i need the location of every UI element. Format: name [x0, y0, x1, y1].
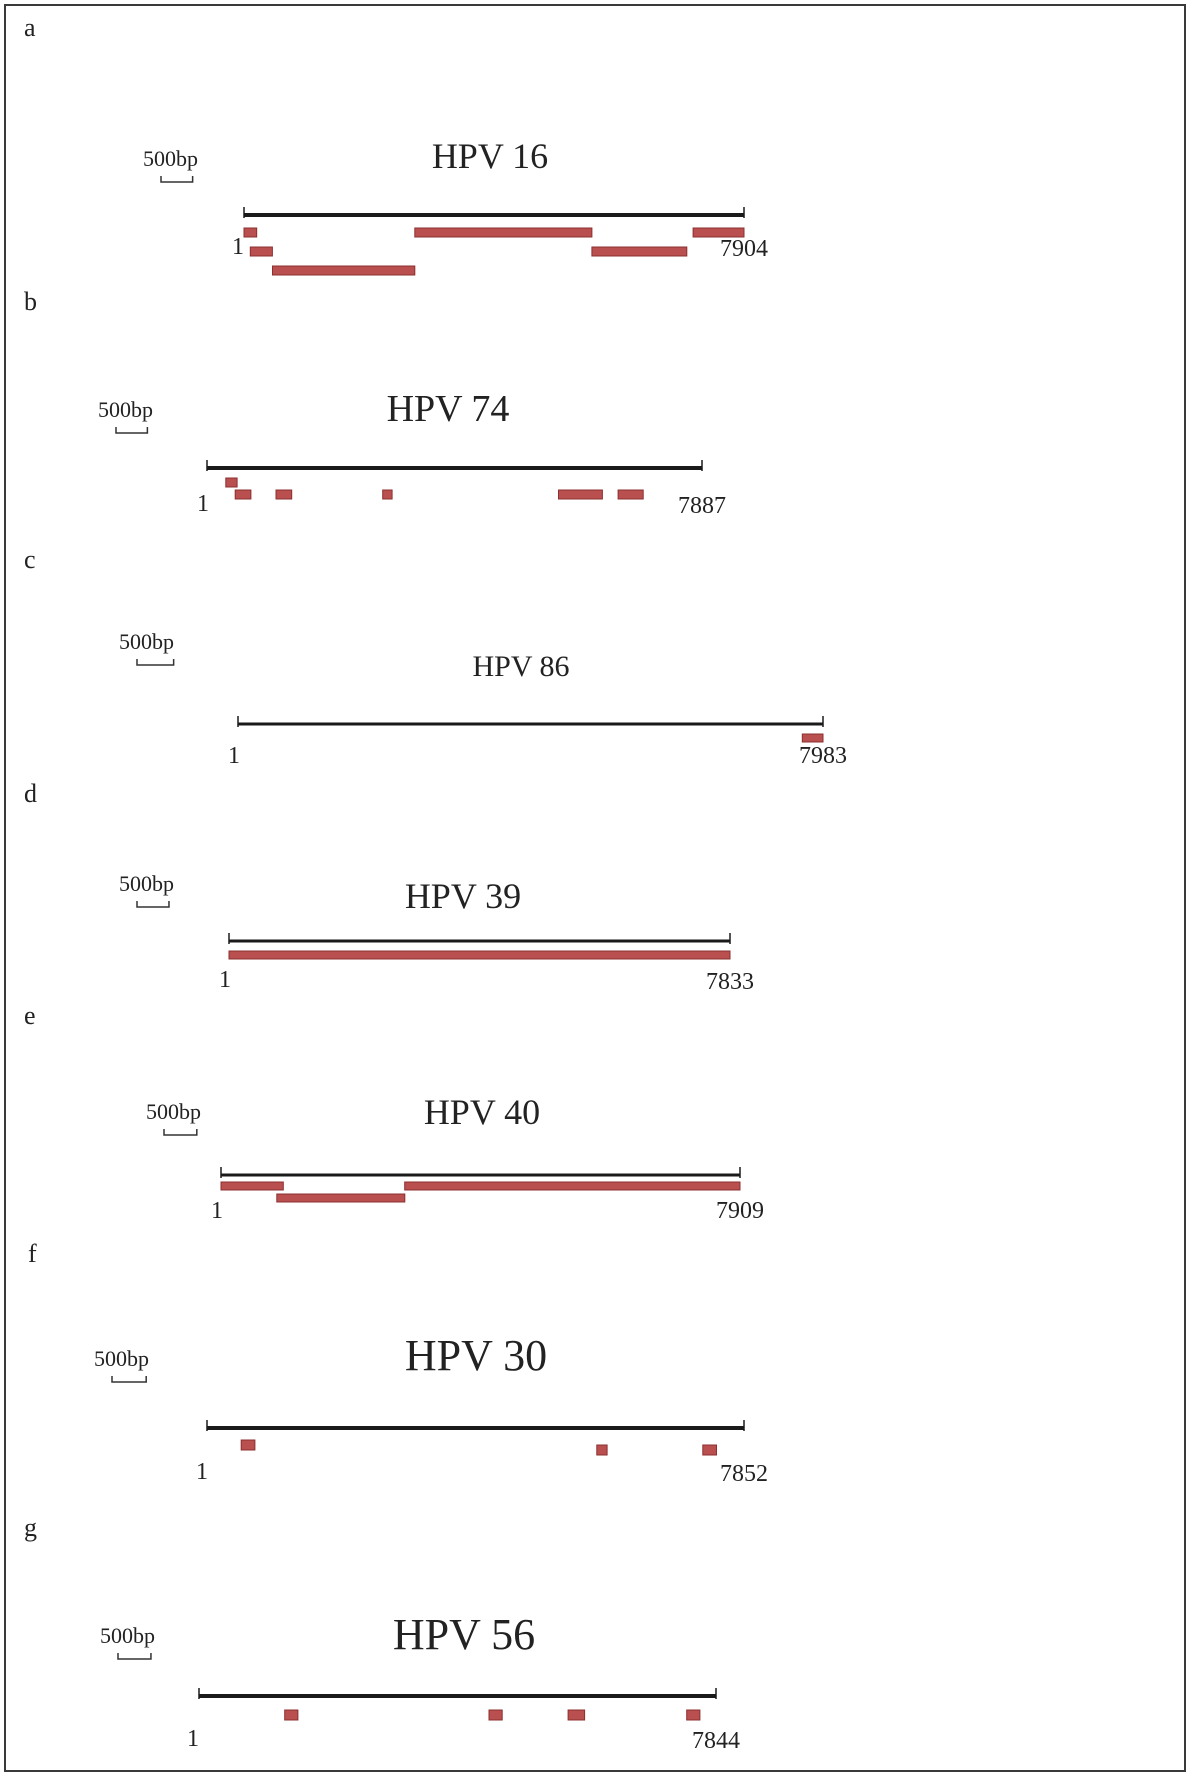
coverage-segment	[284, 1709, 299, 1721]
panel-c: c 500bp HPV 86 1 7983	[24, 545, 847, 769]
panel-letter: e	[24, 1001, 36, 1030]
genome-end-label: 7887	[678, 493, 726, 519]
genome-start-label: 1	[187, 1726, 199, 1752]
scale-bar	[136, 901, 170, 908]
genome-title: HPV 40	[424, 1092, 540, 1132]
panel-f: f 500bp HPV 30 1 7852	[28, 1239, 768, 1487]
genome-title: HPV 74	[387, 388, 510, 430]
coverage-segment	[225, 477, 238, 488]
scale-bar	[117, 1653, 152, 1660]
scale-bar	[115, 427, 149, 434]
scale-bar	[160, 176, 194, 183]
genome-title: HPV 16	[432, 136, 548, 176]
genome-end-label: 7904	[720, 236, 768, 262]
coverage-segment	[617, 489, 644, 500]
genome-title: HPV 86	[473, 650, 570, 683]
coverage-segment	[275, 489, 293, 500]
panel-letter: a	[24, 13, 36, 42]
panel-letter: g	[24, 1513, 37, 1542]
scale-bar-label: 500bp	[119, 629, 174, 654]
coverage-segment	[567, 1709, 586, 1721]
genome-start-label: 1	[219, 967, 231, 993]
scale-bar-label: 500bp	[94, 1346, 149, 1371]
genome-end-label: 7852	[720, 1461, 768, 1487]
genome-title: HPV 30	[405, 1331, 547, 1380]
genome-title: HPV 39	[405, 876, 521, 916]
scale-bar-label: 500bp	[143, 146, 198, 171]
coverage-segment	[414, 227, 593, 238]
coverage-segment	[591, 246, 688, 257]
genome-end-label: 7983	[799, 743, 847, 769]
figure-frame: a 500bp HPV 16 1 7904 b 500bp HPV 74 1 7887 c 500bp…	[4, 4, 1186, 1772]
coverage-segment	[702, 1444, 717, 1456]
panel-d: d 500bp HPV 39 1 7833	[24, 779, 754, 995]
genome-end-label: 7844	[692, 1728, 740, 1754]
coverage-segment	[228, 950, 731, 960]
scale-bar-label: 500bp	[100, 1623, 155, 1648]
panel-letter: c	[24, 545, 36, 574]
scale-bar	[163, 1129, 198, 1136]
panel-letter: b	[24, 287, 37, 316]
panel-letter: d	[24, 779, 37, 808]
genome-start-label: 1	[228, 743, 240, 769]
coverage-segment	[243, 227, 258, 238]
genome-start-label: 1	[211, 1198, 223, 1224]
coverage-segment	[686, 1709, 701, 1721]
genome-start-label: 1	[232, 234, 244, 260]
genome-end-label: 7833	[706, 969, 754, 995]
genome-title: HPV 56	[393, 1610, 535, 1659]
coverage-segment	[801, 733, 824, 743]
coverage-segment	[382, 489, 393, 500]
hpv-genome-diagram: a 500bp HPV 16 1 7904 b 500bp HPV 74 1 7887 c 500bp…	[24, 13, 847, 1754]
scale-bar-label: 500bp	[146, 1099, 201, 1124]
coverage-segment	[220, 1181, 284, 1191]
coverage-segment	[404, 1181, 741, 1191]
panel-a: a 500bp HPV 16 1 7904	[24, 13, 768, 276]
coverage-segment	[596, 1444, 608, 1456]
coverage-segment	[234, 489, 252, 500]
scale-bar-label: 500bp	[98, 397, 153, 422]
panel-e: e 500bp HPV 40 1 7909	[24, 1001, 764, 1224]
panel-g: g 500bp HPV 56 1 7844	[24, 1513, 740, 1754]
coverage-segment	[249, 246, 273, 257]
coverage-segment	[272, 265, 416, 276]
genome-start-label: 1	[196, 1459, 208, 1485]
scale-bar	[111, 1376, 147, 1383]
coverage-segment	[488, 1709, 503, 1721]
scale-bar	[136, 659, 175, 666]
panel-b: b 500bp HPV 74 1 7887	[24, 287, 726, 519]
coverage-segment	[558, 489, 603, 500]
coverage-segment	[240, 1439, 256, 1451]
coverage-segment	[692, 227, 745, 238]
panel-letter: f	[28, 1239, 37, 1268]
coverage-segment	[276, 1193, 406, 1203]
genome-end-label: 7909	[716, 1198, 764, 1224]
scale-bar-label: 500bp	[119, 871, 174, 896]
genome-start-label: 1	[197, 491, 209, 517]
